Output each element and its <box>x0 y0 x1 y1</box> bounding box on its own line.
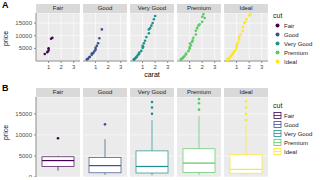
html-text:price: price <box>1 124 9 141</box>
svg-text:1: 1 <box>235 64 239 70</box>
html-text:cut: cut <box>273 12 283 19</box>
svg-text:5000: 5000 <box>19 153 33 159</box>
html-text:Ideal: Ideal <box>239 5 253 11</box>
svg-text:3: 3 <box>119 64 123 70</box>
svg-text:3: 3 <box>260 64 264 70</box>
svg-text:15000: 15000 <box>15 20 32 26</box>
html-text:Fair: Fair <box>52 5 64 11</box>
html-text:Very Good: Very Good <box>284 130 313 137</box>
svg-text:1: 1 <box>47 64 51 70</box>
html-text:Good: Good <box>284 31 299 38</box>
html-text:Premium: Premium <box>284 49 308 56</box>
html-text:Premium: Premium <box>187 5 211 11</box>
html-text:Fair: Fair <box>52 89 64 95</box>
svg-text:3: 3 <box>213 64 217 70</box>
svg-text:10000: 10000 <box>15 33 32 39</box>
html-text:Ideal: Ideal <box>239 89 253 95</box>
html-text:Fair: Fair <box>284 112 295 119</box>
html-text:Ideal: Ideal <box>284 58 297 65</box>
svg-text:2: 2 <box>200 64 204 70</box>
html-text:price: price <box>1 30 9 47</box>
svg-text:10000: 10000 <box>15 132 32 138</box>
html-text:Very Good: Very Good <box>284 40 313 47</box>
html-text:Premium: Premium <box>187 89 211 95</box>
svg-text:5000: 5000 <box>19 45 33 51</box>
svg-text:15000: 15000 <box>15 111 32 117</box>
html-text:B: B <box>2 83 9 93</box>
html-text:cut: cut <box>273 102 283 109</box>
html-text:Ideal: Ideal <box>284 148 297 155</box>
svg-text:3: 3 <box>72 64 76 70</box>
html-text:Good: Good <box>97 89 113 95</box>
svg-text:2: 2 <box>247 64 251 70</box>
svg-text:3: 3 <box>166 64 170 70</box>
svg-text:1: 1 <box>141 64 145 70</box>
html-text:Very Good: Very Good <box>137 89 167 95</box>
svg-text:0: 0 <box>29 174 33 177</box>
html-text:Good: Good <box>284 121 299 128</box>
svg-text:2: 2 <box>153 64 157 70</box>
html-text:Good: Good <box>97 5 113 11</box>
html-text:Premium: Premium <box>284 139 308 146</box>
html-text:Very Good: Very Good <box>137 5 167 11</box>
svg-text:1: 1 <box>188 64 192 70</box>
html-text:A: A <box>2 0 9 10</box>
html-text:carat: carat <box>144 71 160 78</box>
svg-text:2: 2 <box>59 64 63 70</box>
html-text:Fair: Fair <box>284 22 295 29</box>
svg-text:2: 2 <box>106 64 110 70</box>
svg-text:1: 1 <box>94 64 98 70</box>
